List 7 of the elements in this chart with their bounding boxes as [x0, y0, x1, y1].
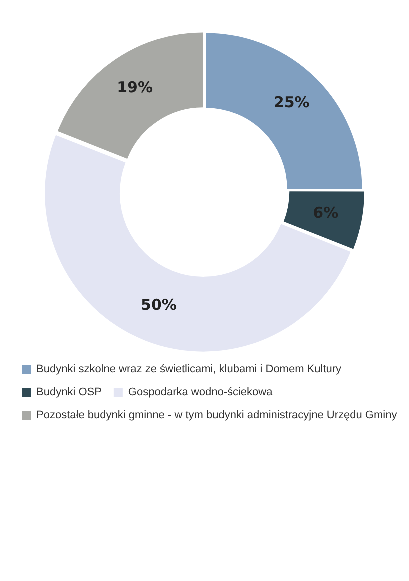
- legend-label: Gospodarka wodno-ściekowa: [128, 386, 274, 399]
- legend-label: Budynki OSP: [36, 386, 102, 399]
- legend-label: Pozostałe budynki gminne - w tym budynki administracyjne Urzędu Gminy: [36, 410, 398, 422]
- data-label: 19%: [117, 78, 153, 97]
- legend-label: Budynki szkolne wraz ze świetlicami, klubami i Domem Kultury: [36, 364, 342, 376]
- data-label: 50%: [141, 296, 177, 314]
- data-label: 25%: [274, 94, 310, 112]
